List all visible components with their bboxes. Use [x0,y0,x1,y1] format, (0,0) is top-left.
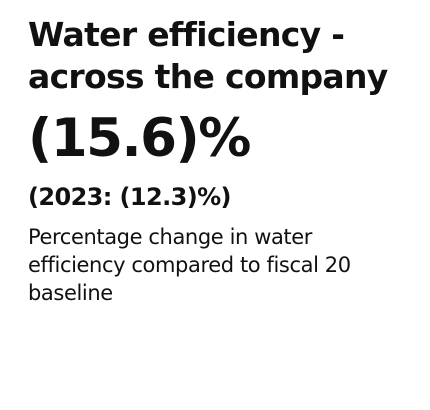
kpi-value: (15.6)% [28,108,251,169]
kpi-prior-year-value: (2023: (12.3)%) [28,183,231,211]
kpi-description-line: baseline [28,281,113,305]
kpi-title-line: across the company [28,57,388,96]
kpi-description: Percentage change in water efficiency co… [28,223,423,307]
kpi-title-line: Water efficiency - [28,15,345,54]
kpi-description-line: Percentage change in water [28,225,313,249]
kpi-card: Water efficiency - across the company (1… [28,14,423,307]
kpi-title: Water efficiency - across the company [28,14,423,98]
kpi-description-line: efficiency compared to fiscal 20 [28,253,351,277]
